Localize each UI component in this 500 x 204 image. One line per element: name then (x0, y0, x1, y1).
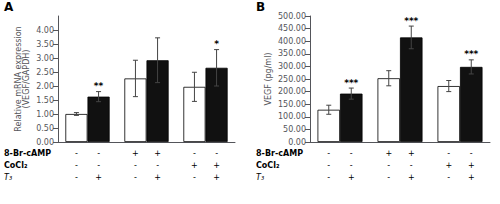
svg-text:CoCl₂: CoCl₂ (4, 161, 28, 170)
svg-text:0.00: 0.00 (36, 138, 54, 147)
svg-text:CoCl₂: CoCl₂ (256, 161, 280, 170)
svg-text:-: - (97, 149, 100, 158)
svg-text:4.00: 4.00 (36, 26, 54, 35)
svg-text:-: - (327, 149, 330, 158)
svg-text:-: - (75, 173, 78, 182)
svg-text:+: + (445, 161, 452, 170)
svg-text:***: *** (464, 49, 478, 59)
svg-text:*: * (214, 39, 219, 49)
svg-text:-: - (97, 161, 100, 170)
svg-text:-: - (447, 173, 450, 182)
svg-text:T₃: T₃ (256, 173, 264, 182)
svg-text:-: - (387, 173, 390, 182)
svg-text:400.00: 400.00 (278, 37, 306, 46)
svg-text:250.00: 250.00 (278, 75, 306, 84)
svg-text:-: - (350, 161, 353, 170)
svg-text:2.00: 2.00 (36, 82, 54, 91)
svg-text:-: - (193, 173, 196, 182)
svg-text:300.00: 300.00 (278, 62, 306, 71)
svg-text:+: + (191, 161, 198, 170)
svg-text:-: - (447, 149, 450, 158)
svg-text:+: + (408, 173, 415, 182)
svg-text:***: *** (404, 16, 418, 26)
svg-text:T₃: T₃ (4, 173, 12, 182)
svg-text:-: - (215, 149, 218, 158)
svg-text:(VEGF/GAPDH): (VEGF/GAPDH) (22, 50, 31, 109)
svg-text:+: + (408, 149, 415, 158)
svg-text:-: - (410, 161, 413, 170)
svg-text:+: + (213, 161, 220, 170)
svg-text:2.50: 2.50 (36, 68, 54, 77)
svg-text:3.00: 3.00 (36, 54, 54, 63)
svg-text:+: + (468, 173, 475, 182)
svg-text:450.00: 450.00 (278, 24, 306, 33)
svg-text:-: - (327, 161, 330, 170)
svg-text:Relative mRNA expression: Relative mRNA expression (13, 26, 23, 132)
svg-text:0.50: 0.50 (36, 124, 54, 133)
svg-text:-: - (470, 149, 473, 158)
svg-text:+: + (385, 149, 392, 158)
svg-text:+: + (213, 173, 220, 182)
svg-text:+: + (132, 149, 139, 158)
svg-text:VEGF (pg/ml): VEGF (pg/ml) (264, 53, 273, 106)
svg-text:1.00: 1.00 (36, 110, 54, 119)
svg-text:100.00: 100.00 (278, 112, 306, 121)
svg-text:A: A (4, 0, 14, 14)
svg-text:-: - (327, 173, 330, 182)
svg-text:500.00: 500.00 (278, 12, 306, 21)
svg-text:-: - (193, 149, 196, 158)
svg-text:-: - (156, 161, 159, 170)
svg-text:8-Br-cAMP: 8-Br-cAMP (256, 149, 303, 158)
svg-text:0.00: 0.00 (288, 138, 306, 147)
svg-text:-: - (350, 149, 353, 158)
svg-text:+: + (348, 173, 355, 182)
svg-text:***: *** (344, 78, 358, 88)
svg-text:-: - (134, 173, 137, 182)
svg-text:**: ** (94, 81, 104, 91)
svg-text:50.00: 50.00 (283, 125, 306, 134)
svg-text:-: - (75, 161, 78, 170)
svg-text:350.00: 350.00 (278, 49, 306, 58)
svg-text:-: - (387, 161, 390, 170)
svg-text:200.00: 200.00 (278, 87, 306, 96)
svg-text:+: + (95, 173, 102, 182)
svg-text:B: B (256, 0, 265, 14)
svg-text:-: - (75, 149, 78, 158)
svg-text:+: + (154, 149, 161, 158)
svg-text:8-Br-cAMP: 8-Br-cAMP (4, 149, 51, 158)
svg-text:+: + (468, 161, 475, 170)
svg-text:3.50: 3.50 (36, 40, 54, 49)
svg-text:-: - (134, 161, 137, 170)
svg-text:1.50: 1.50 (36, 96, 54, 105)
svg-text:+: + (154, 173, 161, 182)
svg-text:150.00: 150.00 (278, 100, 306, 109)
